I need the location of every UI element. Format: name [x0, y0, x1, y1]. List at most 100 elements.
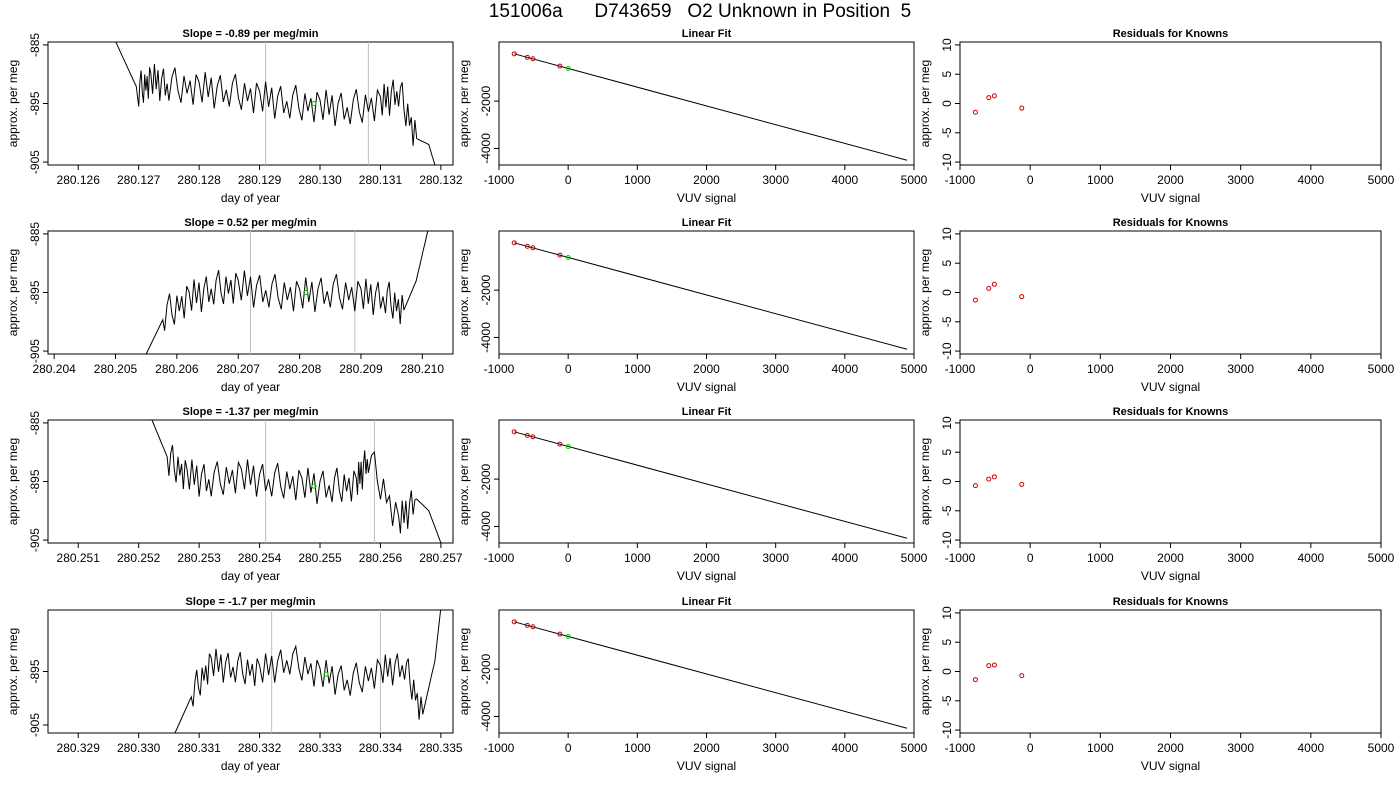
- r1-timeseries-frame: [47, 41, 454, 166]
- r4-residuals-xtick-label: 4000: [1297, 741, 1324, 755]
- r2-linear-fit-known-point: [524, 243, 530, 249]
- r1-linear-fit-xtick-label: 3000: [762, 173, 789, 187]
- r1-residuals-ytick-label: -5: [940, 127, 954, 138]
- r4-timeseries-series-line: [174, 610, 442, 733]
- r1-linear-fit-known-point: [557, 63, 563, 69]
- r2-residuals-xtick-label: 3000: [1227, 362, 1254, 376]
- r2-residuals-xtick-label: 0: [1027, 362, 1034, 376]
- r3-residuals-residual-point: [991, 474, 997, 480]
- r4-residuals-residual-point: [991, 662, 997, 668]
- r2-residuals-ytick-label: -5: [940, 316, 954, 327]
- r1-linear-fit-xtick-label: 4000: [831, 173, 858, 187]
- r4-residuals-ytick-label: 10: [940, 606, 954, 620]
- r3-residuals-title: Residuals for Knowns: [1113, 406, 1229, 418]
- r1-timeseries-ytick-label: -895: [28, 91, 42, 115]
- r4-residuals-residual-point: [1019, 673, 1025, 679]
- r2-linear-fit-xtick-label: 2000: [693, 362, 720, 376]
- r4-timeseries-xtick-label: 280.332: [238, 741, 282, 755]
- r2-residuals-title: Residuals for Knowns: [1113, 217, 1229, 229]
- r3-residuals-xtick-label: 2000: [1157, 551, 1184, 565]
- r1-timeseries-xtick-label: 280.132: [419, 173, 463, 187]
- r3-linear-fit-xtick-label: 1000: [624, 551, 651, 565]
- r3-timeseries-xtick-label: 280.257: [419, 551, 463, 565]
- r4-residuals-residual-point: [986, 663, 992, 669]
- r4-residuals-residual-point: [972, 677, 978, 683]
- r3-residuals-xtick-label: 4000: [1297, 551, 1324, 565]
- r4-residuals-xtick-label: 3000: [1227, 741, 1254, 755]
- r3-timeseries-unknown-marker: [311, 483, 317, 489]
- r1-linear-fit-known-point: [530, 56, 536, 62]
- figure-title: 151006a D743659 O2 Unknown in Position 5: [488, 1, 912, 22]
- r1-linear-fit-ytick-label: -2000: [479, 85, 493, 116]
- r4-linear-fit-fit-line: [514, 621, 908, 729]
- r1-timeseries-xtick-label: 280.127: [117, 173, 161, 187]
- r1-timeseries-xtick-label: 280.129: [238, 173, 282, 187]
- r3-residuals-residual-point: [986, 476, 992, 482]
- r1-residuals-residual-point: [991, 93, 997, 99]
- r4-linear-fit-xtick-label: 3000: [762, 741, 789, 755]
- r4-residuals-xtick-label: 2000: [1157, 741, 1184, 755]
- r3-residuals-ytick-label: 10: [940, 416, 954, 430]
- r2-timeseries-xtick-label: 280.205: [94, 362, 138, 376]
- r1-linear-fit-xlabel: VUV signal: [677, 191, 736, 205]
- r2-residuals-ytick-label: 10: [940, 227, 954, 241]
- r1-residuals-xtick-label: 0: [1027, 173, 1034, 187]
- r3-residuals-ylabel: approx. per meg: [918, 438, 932, 525]
- r3-linear-fit-known-point: [511, 429, 517, 435]
- r2-residuals-xtick-label: 5000: [1368, 362, 1395, 376]
- r3-timeseries-xtick-label: 280.252: [117, 551, 161, 565]
- r2-linear-fit-fit-line: [514, 242, 908, 350]
- r1-residuals-frame: [959, 41, 1382, 166]
- r2-timeseries-ytick-label: -885: [28, 222, 42, 246]
- r3-linear-fit-xtick-label: 0: [565, 551, 572, 565]
- r1-residuals-xtick-label: 5000: [1368, 173, 1395, 187]
- r2-linear-fit-ytick-label: -2000: [479, 274, 493, 305]
- r3-timeseries-xtick-label: 280.253: [177, 551, 221, 565]
- r1-linear-fit-ytick-label: -4000: [479, 133, 493, 164]
- r4-timeseries-unknown-marker: [323, 671, 329, 677]
- r1-linear-fit-xtick-label: 5000: [901, 173, 928, 187]
- r1-residuals-ylabel: approx. per meg: [918, 60, 932, 147]
- r1-residuals-xtick-label: -1000: [945, 173, 976, 187]
- r1-residuals-ytick-label: 0: [940, 100, 954, 107]
- r1-residuals-residual-point: [1019, 105, 1025, 111]
- r3-linear-fit-xtick-label: -1000: [484, 551, 515, 565]
- r2-residuals-residual-point: [991, 281, 997, 287]
- r2-residuals-residual-point: [986, 285, 992, 291]
- r3-linear-fit-fit-line: [514, 431, 908, 539]
- r1-timeseries-ytick-label: -885: [28, 33, 42, 57]
- r2-linear-fit-xtick-label: -1000: [484, 362, 515, 376]
- r3-residuals-xlabel: VUV signal: [1141, 569, 1200, 583]
- r2-linear-fit-ytick-label: -4000: [479, 322, 493, 353]
- r3-residuals-frame: [959, 419, 1382, 544]
- r3-residuals-xtick-label: -1000: [945, 551, 976, 565]
- r4-linear-fit-xtick-label: 2000: [693, 741, 720, 755]
- r2-linear-fit-xlabel: VUV signal: [677, 380, 736, 394]
- r3-linear-fit-xlabel: VUV signal: [677, 569, 736, 583]
- r3-timeseries-xtick-label: 280.254: [238, 551, 282, 565]
- r2-timeseries-xtick-label: 280.207: [217, 362, 261, 376]
- r3-residuals-xtick-label: 3000: [1227, 551, 1254, 565]
- r2-linear-fit-xtick-label: 0: [565, 362, 572, 376]
- r2-residuals-xtick-label: 1000: [1087, 362, 1114, 376]
- r3-linear-fit-xtick-label: 3000: [762, 551, 789, 565]
- r3-timeseries-ytick-label: -895: [28, 469, 42, 493]
- r2-timeseries-series-line: [145, 231, 429, 354]
- r2-linear-fit-xtick-label: 4000: [831, 362, 858, 376]
- r1-linear-fit-xtick-label: -1000: [484, 173, 515, 187]
- r3-residuals-residual-point: [1019, 481, 1025, 487]
- r4-timeseries-xtick-label: 280.333: [298, 741, 342, 755]
- r3-timeseries-xtick-label: 280.256: [359, 551, 403, 565]
- r4-timeseries-xtick-label: 280.329: [57, 741, 101, 755]
- r1-residuals-xtick-label: 4000: [1297, 173, 1324, 187]
- r1-linear-fit-unknown-point: [565, 65, 571, 71]
- r2-linear-fit-unknown-point: [565, 254, 571, 260]
- r2-timeseries-xtick-label: 280.210: [401, 362, 445, 376]
- r1-residuals-residual-point: [986, 95, 992, 101]
- r4-residuals-frame: [959, 609, 1382, 734]
- r4-timeseries-ytick-label: -905: [28, 713, 42, 737]
- r4-timeseries-title: Slope = -1.7 per meg/min: [186, 596, 316, 608]
- r4-timeseries-ytick-label: -895: [28, 659, 42, 683]
- r4-residuals-title: Residuals for Knowns: [1113, 596, 1229, 608]
